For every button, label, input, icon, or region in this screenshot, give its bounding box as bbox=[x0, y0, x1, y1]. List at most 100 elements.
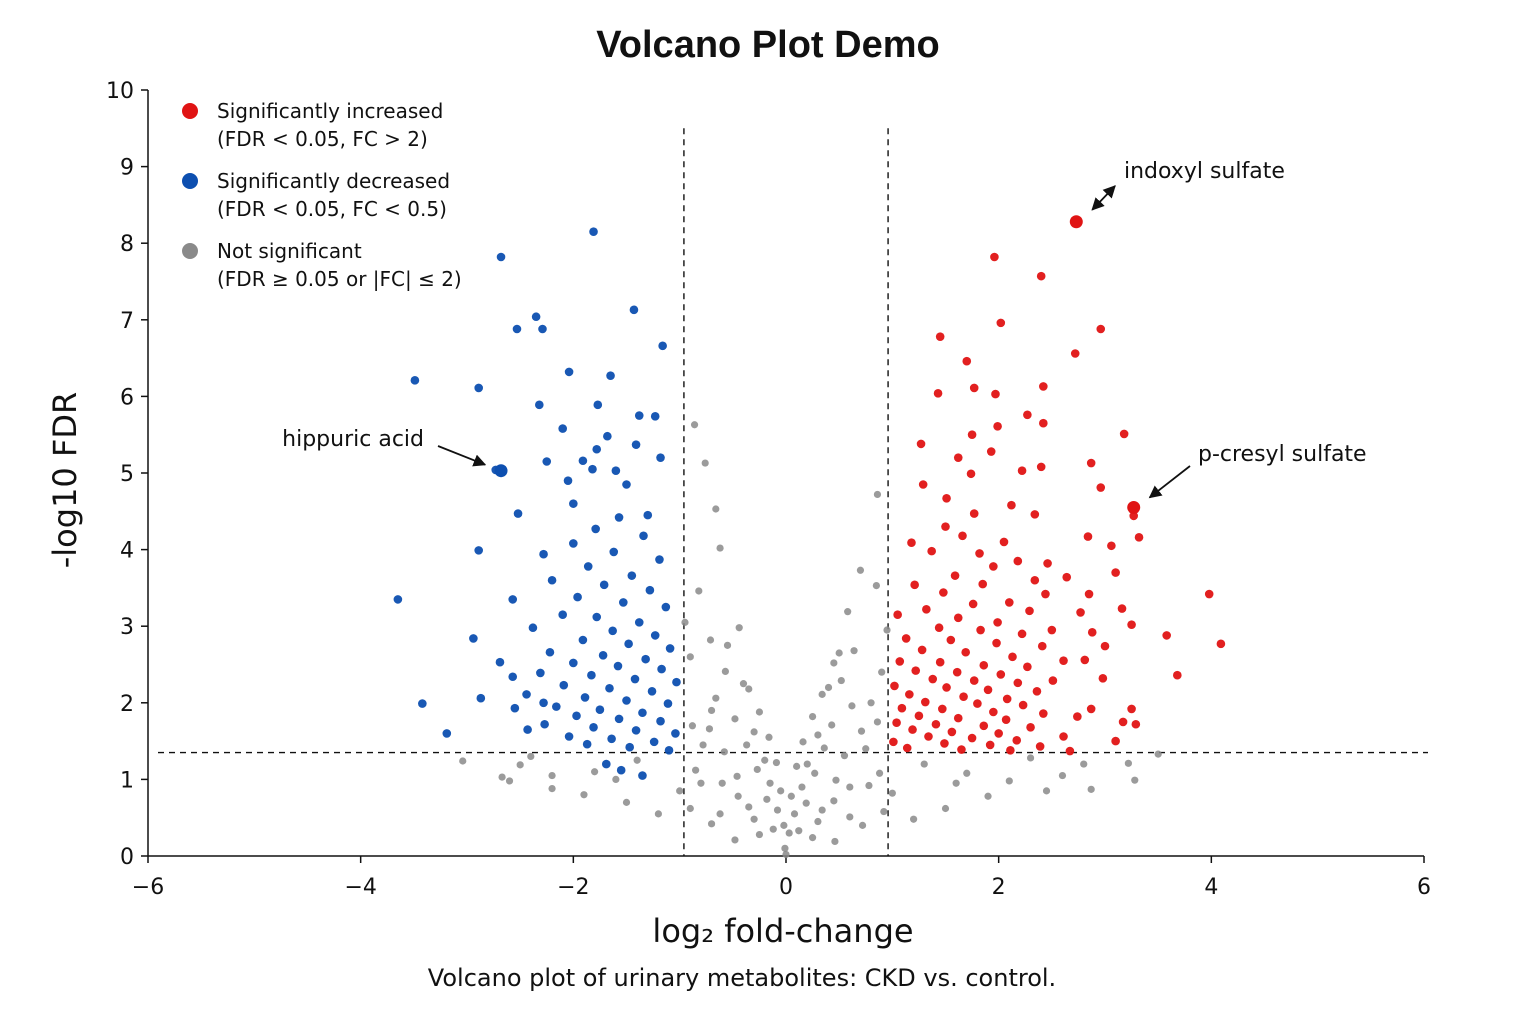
data-point-not-significant bbox=[1131, 776, 1139, 784]
data-point-increased bbox=[968, 599, 978, 609]
data-point-increased bbox=[911, 666, 921, 675]
data-point-decreased bbox=[569, 499, 578, 508]
data-point-increased bbox=[916, 439, 926, 449]
data-point-not-significant bbox=[873, 490, 882, 499]
data-point-decreased bbox=[663, 699, 673, 708]
data-point-increased bbox=[1173, 670, 1182, 680]
data-point-not-significant bbox=[750, 815, 758, 823]
data-point-decreased bbox=[583, 562, 593, 571]
data-point-not-significant bbox=[723, 641, 732, 649]
data-point-not-significant bbox=[787, 792, 795, 800]
data-point-decreased bbox=[655, 555, 664, 564]
data-point-not-significant bbox=[781, 844, 789, 852]
data-point-decreased bbox=[496, 252, 506, 262]
data-point-increased bbox=[1037, 641, 1047, 651]
data-point-not-significant bbox=[718, 779, 726, 787]
data-point-decreased bbox=[539, 549, 548, 559]
data-point-decreased bbox=[658, 341, 667, 351]
data-point-not-significant bbox=[1080, 760, 1088, 768]
data-point-decreased bbox=[645, 585, 655, 595]
data-point-not-significant bbox=[782, 850, 790, 859]
data-point-increased bbox=[1134, 533, 1144, 542]
data-point-decreased bbox=[589, 227, 598, 237]
y-tick-label: 1 bbox=[120, 768, 134, 793]
data-point-increased bbox=[941, 522, 950, 531]
data-point-increased bbox=[1023, 410, 1032, 420]
data-point-decreased bbox=[605, 683, 614, 693]
data-point-decreased bbox=[512, 324, 522, 334]
increased-points bbox=[889, 217, 1226, 756]
data-point-increased bbox=[978, 579, 988, 589]
data-point-not-significant bbox=[865, 781, 873, 790]
data-point-decreased bbox=[469, 634, 478, 643]
data-point-increased bbox=[924, 732, 933, 741]
data-point-decreased bbox=[559, 680, 569, 690]
data-point-increased bbox=[1119, 429, 1129, 439]
threshold-lines bbox=[158, 128, 1428, 856]
data-point-not-significant bbox=[831, 837, 839, 846]
chart-title: Volcano Plot Demo bbox=[596, 24, 940, 66]
data-point-not-significant bbox=[1154, 750, 1162, 758]
data-point-not-significant bbox=[706, 636, 715, 644]
chart-caption: Volcano plot of urinary metabolites: CKD… bbox=[427, 964, 1057, 992]
data-point-increased bbox=[999, 537, 1009, 547]
data-point-decreased bbox=[569, 658, 578, 668]
data-point-increased bbox=[920, 697, 930, 707]
data-point-not-significant bbox=[963, 769, 971, 777]
data-point-increased bbox=[1036, 271, 1046, 281]
data-point-increased bbox=[1118, 717, 1128, 727]
annotation-arrow bbox=[1148, 465, 1191, 499]
annotated-point bbox=[1127, 500, 1141, 514]
data-point-decreased bbox=[578, 456, 588, 466]
legend-marker bbox=[182, 103, 198, 119]
data-point-decreased bbox=[622, 480, 631, 489]
data-point-not-significant bbox=[824, 683, 833, 692]
annotation-arrow bbox=[1091, 185, 1116, 211]
data-point-not-significant bbox=[745, 803, 753, 811]
x-tick-label: −2 bbox=[557, 875, 589, 900]
data-point-decreased bbox=[616, 765, 626, 775]
data-point-decreased bbox=[580, 693, 590, 702]
data-point-increased bbox=[952, 667, 962, 677]
data-point-increased bbox=[1013, 678, 1023, 688]
data-point-not-significant bbox=[498, 773, 506, 781]
data-point-not-significant bbox=[720, 748, 728, 756]
data-point-not-significant bbox=[820, 744, 828, 752]
data-point-increased bbox=[979, 721, 989, 731]
data-point-increased bbox=[1018, 700, 1028, 710]
data-point-increased bbox=[1039, 382, 1048, 391]
data-point-increased bbox=[1117, 604, 1127, 613]
data-point-increased bbox=[966, 469, 976, 479]
data-point-decreased bbox=[598, 651, 608, 660]
data-point-not-significant bbox=[1124, 759, 1132, 767]
data-point-not-significant bbox=[622, 798, 631, 806]
data-point-increased bbox=[892, 718, 901, 728]
data-point-not-significant bbox=[766, 779, 774, 787]
data-point-not-significant bbox=[753, 765, 761, 774]
data-point-not-significant bbox=[755, 708, 764, 716]
data-point-not-significant bbox=[799, 738, 807, 746]
data-point-not-significant bbox=[1005, 777, 1013, 785]
data-point-increased bbox=[942, 683, 951, 692]
data-point-not-significant bbox=[761, 756, 769, 764]
y-axis-label: -log10 FDR bbox=[46, 392, 84, 569]
y-tick-label: 0 bbox=[120, 845, 134, 870]
data-point-increased bbox=[1025, 606, 1034, 616]
data-point-increased bbox=[953, 453, 963, 462]
data-point-not-significant bbox=[818, 806, 826, 814]
data-point-not-significant bbox=[830, 797, 838, 805]
annotated-point bbox=[1069, 215, 1083, 229]
data-point-increased bbox=[897, 703, 907, 713]
data-point-decreased bbox=[638, 771, 647, 780]
data-point-decreased bbox=[665, 644, 675, 653]
data-point-increased bbox=[1005, 598, 1014, 607]
data-point-increased bbox=[950, 571, 960, 580]
annotation-label: indoxyl sulfate bbox=[1124, 159, 1285, 184]
x-tick-label: 6 bbox=[1417, 875, 1431, 900]
data-point-not-significant bbox=[676, 787, 684, 795]
data-point-not-significant bbox=[773, 806, 782, 814]
data-point-increased bbox=[996, 318, 1006, 328]
data-point-increased bbox=[1043, 559, 1052, 568]
data-point-increased bbox=[1162, 631, 1171, 640]
data-point-decreased bbox=[572, 711, 581, 721]
